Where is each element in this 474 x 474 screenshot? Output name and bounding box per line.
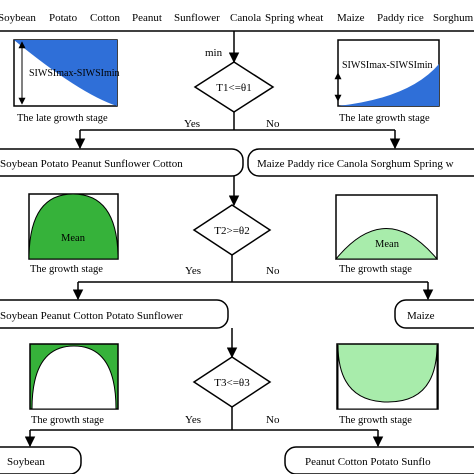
panel-2-left: Mean The growth stage xyxy=(28,193,119,275)
panel-1-left: SIWSImax-SIWSImin The late growth stage xyxy=(13,39,120,124)
group-2-right-text: Maize xyxy=(407,310,435,322)
top-crop-potato: Potato xyxy=(49,12,78,24)
group-3-left-box xyxy=(0,446,82,474)
top-crop-cotton: Cotton xyxy=(90,12,120,24)
panel-1-right-label: SIWSImax-SIWSImin xyxy=(342,60,433,71)
panel-3-right: The growth stage xyxy=(336,343,439,426)
top-crop-peanut: Peanut xyxy=(132,12,162,24)
top-crop-list: Soybean Potato Cotton Peanut Sunflower C… xyxy=(0,12,474,24)
group-1-right-box xyxy=(247,148,474,177)
decision-1-label: T1<=θ1 xyxy=(216,82,251,94)
panel-1-left-caption: The late growth stage xyxy=(17,113,108,124)
group-2-left-text: Soybean Peanut Cotton Potato Sunflower xyxy=(0,310,183,322)
panel-3-left-caption: The growth stage xyxy=(31,415,104,426)
yes-label-1: Yes xyxy=(184,118,200,130)
blue-area-1-right xyxy=(338,64,439,106)
group-1-left-text: Soybean Potato Peanut Sunflower Cotton xyxy=(0,158,183,170)
white-dome-3-right xyxy=(337,344,438,410)
top-crop-spring-wheat: Spring wheat xyxy=(265,12,323,24)
white-dome-3-left xyxy=(31,345,117,410)
group-1-left-box xyxy=(0,148,244,177)
panel-2-right-label: Mean xyxy=(375,239,400,250)
group-3-left-text: Soybean xyxy=(7,456,45,468)
top-crop-soybean: Soybean xyxy=(0,12,36,24)
group-1-right-text: Maize Paddy rice Canola Sorghum Spring w xyxy=(257,158,454,170)
top-crop-maize: Maize xyxy=(337,12,365,24)
no-label-3: No xyxy=(266,414,280,426)
decision-2-label: T2>=θ2 xyxy=(214,225,249,237)
yes-label-2: Yes xyxy=(185,265,201,277)
yes-label-3: Yes xyxy=(185,414,201,426)
panel-2-left-caption: The growth stage xyxy=(30,264,103,275)
no-label-1: No xyxy=(266,118,280,130)
green-dome-2-right xyxy=(334,228,439,260)
min-label: min xyxy=(205,47,223,59)
panel-1-right: SIWSImax-SIWSImin The late growth stage xyxy=(334,39,440,124)
group-3-right-text: Peanut Cotton Potato Sunflo xyxy=(305,456,431,468)
group-2-left-box xyxy=(0,299,229,329)
panel-1-right-caption: The late growth stage xyxy=(339,113,430,124)
top-crop-paddy-rice: Paddy rice xyxy=(377,12,424,24)
top-crop-sorghum: Sorghum xyxy=(433,12,474,24)
panel-3-left: The growth stage xyxy=(29,343,119,426)
decision-3-label: T3<=θ3 xyxy=(214,377,250,389)
panel-3-right-caption: The growth stage xyxy=(339,415,412,426)
top-crop-canola: Canola xyxy=(230,12,261,24)
blue-area-1-left xyxy=(14,40,117,106)
panel-1-left-label: SIWSImax-SIWSImin xyxy=(29,68,120,79)
panel-2-left-label: Mean xyxy=(61,233,86,244)
panel-2-right: Mean The growth stage xyxy=(334,194,439,275)
panel-2-right-caption: The growth stage xyxy=(339,264,412,275)
no-label-2: No xyxy=(266,265,280,277)
group-3-right-box xyxy=(284,446,474,474)
group-2-right-box xyxy=(394,299,474,329)
green-dome-2-left xyxy=(28,193,119,260)
top-crop-sunflower: Sunflower xyxy=(174,12,220,24)
